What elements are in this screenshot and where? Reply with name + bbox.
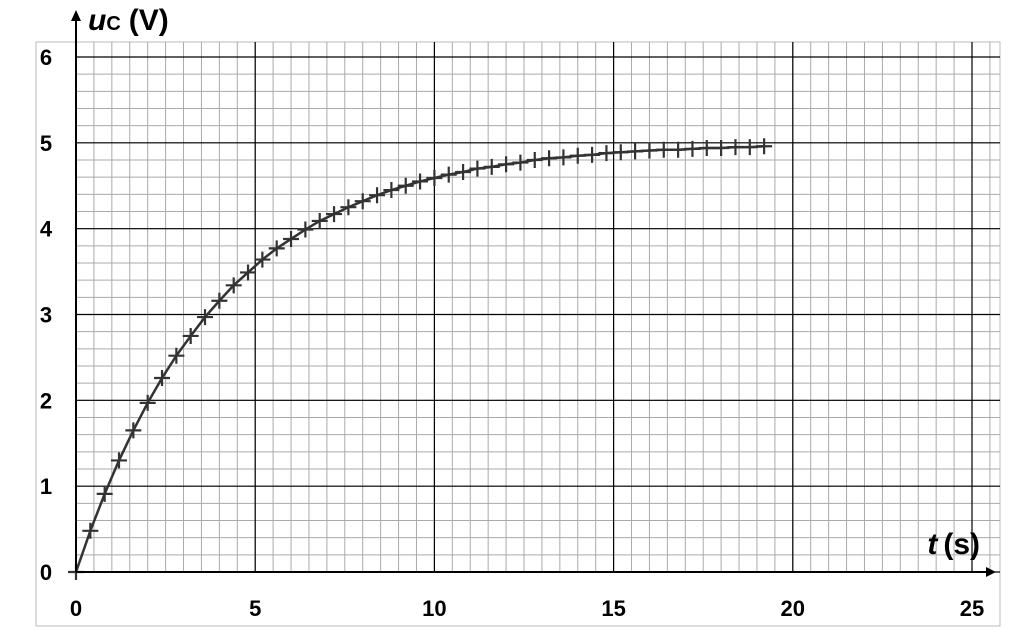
data-point bbox=[455, 164, 472, 181]
data-point bbox=[670, 141, 687, 158]
data-point bbox=[297, 221, 314, 238]
data-point bbox=[383, 182, 400, 199]
data-point bbox=[311, 212, 328, 229]
data-point bbox=[369, 187, 386, 204]
y-label-unit: (V) bbox=[129, 4, 169, 37]
x-tick-label: 10 bbox=[422, 596, 446, 621]
y-label-subscript: C bbox=[106, 13, 120, 35]
data-point bbox=[426, 170, 443, 187]
data-point bbox=[698, 139, 715, 156]
data-point bbox=[641, 142, 658, 159]
y-tick-label: 6 bbox=[40, 45, 52, 70]
data-point bbox=[584, 146, 601, 163]
data-point bbox=[741, 139, 758, 156]
data-point bbox=[82, 522, 99, 539]
data-point bbox=[598, 145, 615, 162]
data-point bbox=[197, 309, 214, 326]
y-tick-label: 1 bbox=[40, 474, 52, 499]
plot bbox=[68, 138, 773, 580]
y-axis-label: uC (V) bbox=[88, 4, 169, 37]
data-point bbox=[225, 277, 242, 294]
y-tick-label: 2 bbox=[40, 388, 52, 413]
data-point bbox=[469, 160, 486, 177]
data-point bbox=[111, 452, 128, 469]
data-point bbox=[96, 485, 113, 502]
x-tick-label: 5 bbox=[249, 596, 261, 621]
y-tick-label: 4 bbox=[40, 217, 53, 242]
data-point bbox=[283, 230, 300, 247]
data-point bbox=[354, 193, 371, 210]
data-point bbox=[727, 139, 744, 156]
x-label-unit: (s) bbox=[943, 528, 980, 561]
y-tick-label: 0 bbox=[40, 560, 52, 585]
data-point bbox=[240, 264, 257, 281]
frame bbox=[35, 41, 1001, 627]
x-tick-label: 0 bbox=[70, 596, 82, 621]
data-point bbox=[154, 370, 171, 387]
data-point bbox=[483, 158, 500, 175]
data-point bbox=[340, 199, 357, 216]
y-label-symbol: u bbox=[88, 4, 106, 37]
data-point bbox=[412, 173, 429, 190]
x-tick-label: 20 bbox=[781, 596, 805, 621]
data-point bbox=[756, 138, 773, 155]
data-point bbox=[555, 149, 572, 166]
data-point bbox=[612, 144, 629, 161]
y-axis-arrow bbox=[71, 10, 81, 21]
data-point bbox=[397, 177, 414, 194]
data-point bbox=[211, 292, 228, 309]
y-tick-label: 5 bbox=[40, 131, 52, 156]
data-point bbox=[526, 152, 543, 168]
y-tick-label: 3 bbox=[40, 303, 52, 328]
data-point bbox=[569, 147, 586, 164]
data-point bbox=[268, 240, 285, 257]
data-point bbox=[655, 141, 672, 158]
data-point bbox=[326, 206, 343, 223]
x-axis-arrow bbox=[986, 567, 996, 577]
data-point bbox=[512, 154, 529, 171]
x-tick-label: 25 bbox=[960, 596, 984, 621]
data-point bbox=[254, 251, 271, 268]
x-label-symbol: t bbox=[927, 528, 939, 561]
data-point bbox=[168, 347, 185, 364]
data-point bbox=[498, 156, 515, 173]
data-point bbox=[627, 143, 644, 160]
data-point bbox=[139, 394, 156, 411]
data-point bbox=[713, 139, 730, 156]
data-point bbox=[440, 166, 457, 183]
data-point bbox=[125, 422, 142, 439]
x-axis-label: t (s) bbox=[927, 528, 980, 561]
x-tick-label: 15 bbox=[601, 596, 625, 621]
curve bbox=[74, 145, 765, 573]
data-point bbox=[182, 327, 199, 344]
data-point bbox=[541, 150, 558, 167]
data-point bbox=[684, 140, 701, 157]
